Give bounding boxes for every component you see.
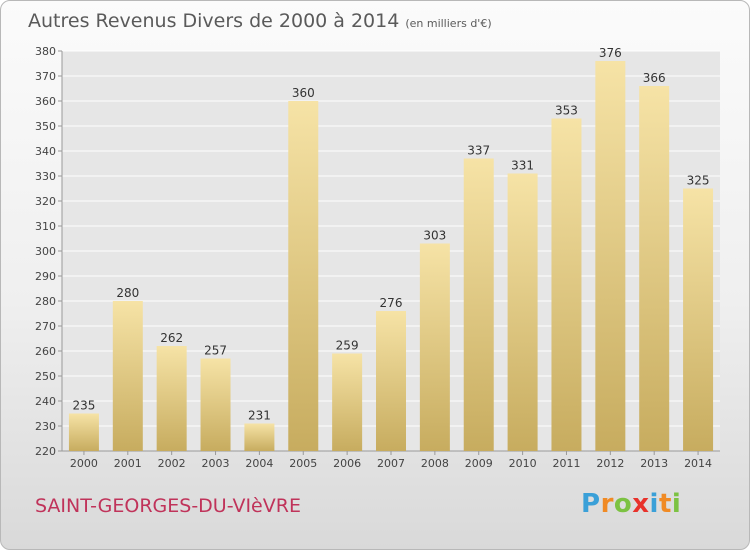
bar — [595, 61, 626, 451]
x-tick-label: 2010 — [509, 457, 537, 470]
logo-letter: r — [600, 489, 614, 519]
data-label: 366 — [643, 71, 666, 85]
bar — [112, 301, 143, 451]
logo-letter: P — [581, 489, 601, 519]
data-label: 280 — [116, 286, 139, 300]
y-tick-label: 340 — [35, 145, 56, 158]
bar — [551, 118, 582, 451]
logo-letter: o — [613, 489, 633, 519]
y-tick-label: 270 — [35, 320, 56, 333]
bar — [68, 413, 99, 451]
chart-title: Autres Revenus Divers de 2000 à 2014 (en … — [28, 10, 492, 32]
x-tick-label: 2005 — [289, 457, 317, 470]
data-label: 262 — [160, 331, 183, 345]
data-label: 376 — [599, 46, 622, 60]
data-label: 331 — [511, 159, 534, 173]
x-tick-label: 2002 — [158, 457, 186, 470]
data-label: 276 — [380, 296, 403, 310]
x-tick-label: 2001 — [114, 457, 142, 470]
x-tick-label: 2013 — [640, 457, 668, 470]
y-tick-label: 220 — [35, 445, 56, 458]
y-tick-label: 260 — [35, 345, 56, 358]
y-tick-label: 230 — [35, 420, 56, 433]
chart-title-text: Autres Revenus Divers de 2000 à 2014 — [28, 10, 400, 32]
y-tick-label: 240 — [35, 395, 56, 408]
y-tick-label: 330 — [35, 170, 56, 183]
x-tick-label: 2011 — [552, 457, 580, 470]
bar — [376, 311, 406, 451]
y-tick-label: 280 — [35, 295, 56, 308]
y-tick-label: 310 — [35, 220, 56, 233]
data-label: 360 — [292, 86, 315, 100]
x-tick-label: 2009 — [465, 457, 493, 470]
logo-letter: t — [658, 489, 672, 519]
bar — [639, 86, 670, 451]
logo-letter: i — [649, 489, 659, 519]
data-label: 303 — [423, 229, 446, 243]
y-tick-label: 320 — [35, 195, 56, 208]
bar — [463, 158, 494, 451]
y-tick-label: 360 — [35, 95, 56, 108]
proxiti-logo: Proxiti — [581, 489, 681, 519]
y-tick-label: 380 — [35, 45, 56, 58]
bar — [332, 353, 363, 451]
y-tick-label: 350 — [35, 120, 56, 133]
y-tick-label: 300 — [35, 245, 56, 258]
x-tick-label: 2012 — [596, 457, 624, 470]
x-tick-label: 2006 — [333, 457, 361, 470]
x-tick-label: 2004 — [245, 457, 273, 470]
bar — [156, 346, 187, 451]
data-label: 231 — [248, 409, 271, 423]
bar — [507, 173, 538, 451]
y-tick-label: 290 — [35, 270, 56, 283]
data-label: 257 — [204, 344, 227, 358]
x-tick-label: 2007 — [377, 457, 405, 470]
city-name: SAINT-GEORGES-DU-VIèVRE — [35, 495, 301, 517]
data-label: 235 — [72, 399, 95, 413]
data-label: 337 — [467, 144, 490, 158]
data-label: 325 — [687, 174, 710, 188]
logo-letter: x — [632, 489, 650, 519]
x-tick-label: 2008 — [421, 457, 449, 470]
bar — [683, 188, 714, 451]
x-tick-label: 2000 — [70, 457, 98, 470]
y-tick-label: 370 — [35, 70, 56, 83]
data-label: 259 — [336, 339, 359, 353]
logo-letter: i — [671, 489, 682, 519]
bar — [200, 358, 231, 451]
data-label: 353 — [555, 104, 578, 118]
y-tick-label: 250 — [35, 370, 56, 383]
chart-subtitle: (en milliers d'€) — [405, 17, 492, 30]
bar — [244, 423, 275, 451]
bar — [288, 101, 319, 451]
x-tick-label: 2014 — [684, 457, 712, 470]
x-tick-label: 2003 — [202, 457, 230, 470]
bar — [419, 243, 450, 451]
